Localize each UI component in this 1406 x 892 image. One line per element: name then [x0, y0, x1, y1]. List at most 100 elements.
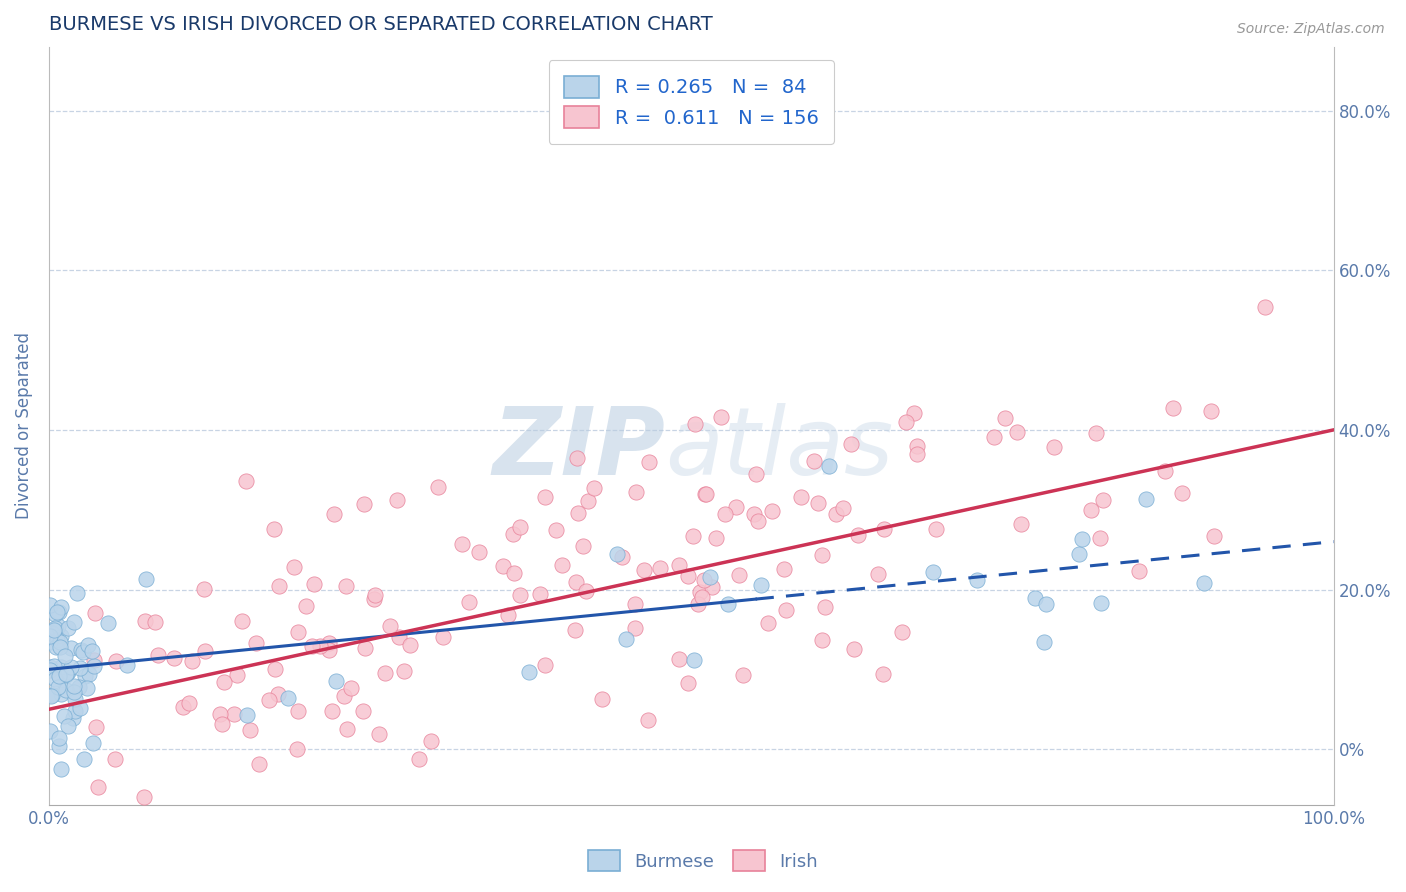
Point	[676, 675, 699, 690]
Point	[287, 625, 309, 640]
Point	[704, 532, 727, 546]
Point	[683, 417, 706, 431]
Point	[69, 701, 91, 715]
Point	[325, 673, 347, 688]
Point	[46, 680, 69, 694]
Point	[1033, 635, 1056, 649]
Point	[502, 526, 524, 541]
Point	[302, 577, 325, 591]
Point	[544, 523, 567, 537]
Point	[432, 630, 454, 644]
Point	[624, 621, 647, 635]
Point	[565, 451, 588, 466]
Point	[420, 734, 443, 748]
Point	[576, 494, 599, 508]
Point	[385, 493, 408, 508]
Point	[624, 484, 647, 499]
Point	[575, 584, 598, 599]
Point	[45, 640, 67, 654]
Point	[65, 691, 87, 706]
Point	[62, 711, 84, 725]
Point	[637, 713, 659, 727]
Point	[51, 629, 73, 643]
Point	[83, 658, 105, 673]
Point	[353, 641, 375, 656]
Point	[700, 580, 723, 594]
Point	[509, 588, 531, 602]
Point	[894, 415, 917, 429]
Point	[353, 497, 375, 511]
Point	[623, 597, 645, 611]
Point	[39, 689, 62, 703]
Point	[321, 704, 343, 718]
Point	[86, 780, 108, 794]
Point	[39, 663, 62, 677]
Legend: R = 0.265   N =  84, R =  0.611   N = 156: R = 0.265 N = 84, R = 0.611 N = 156	[548, 60, 834, 144]
Point	[146, 648, 169, 662]
Point	[668, 558, 690, 572]
Point	[803, 454, 825, 468]
Point	[180, 654, 202, 668]
Point	[285, 741, 308, 756]
Point	[247, 756, 270, 771]
Point	[529, 587, 551, 601]
Point	[62, 685, 84, 699]
Point	[55, 682, 77, 697]
Point	[231, 615, 253, 629]
Point	[966, 573, 988, 587]
Point	[163, 650, 186, 665]
Point	[1090, 532, 1112, 546]
Text: atlas: atlas	[665, 403, 894, 494]
Point	[80, 643, 103, 657]
Point	[60, 660, 83, 674]
Point	[614, 632, 637, 646]
Text: ZIP: ZIP	[492, 402, 665, 495]
Point	[267, 687, 290, 701]
Point	[633, 564, 655, 578]
Point	[333, 689, 356, 703]
Point	[72, 645, 94, 659]
Point	[699, 570, 721, 584]
Point	[890, 624, 912, 639]
Point	[905, 439, 928, 453]
Point	[318, 643, 340, 657]
Point	[398, 639, 420, 653]
Point	[308, 639, 330, 653]
Point	[668, 652, 690, 666]
Point	[1254, 300, 1277, 314]
Point	[742, 507, 765, 521]
Point	[83, 607, 105, 621]
Point	[583, 481, 606, 495]
Point	[567, 506, 589, 520]
Point	[49, 640, 72, 654]
Point	[682, 529, 704, 543]
Point	[38, 659, 60, 673]
Point	[82, 735, 104, 749]
Point	[49, 660, 72, 674]
Point	[606, 547, 628, 561]
Point	[509, 520, 531, 534]
Point	[427, 480, 450, 494]
Point	[39, 723, 62, 738]
Point	[773, 562, 796, 576]
Point	[591, 692, 613, 706]
Point	[294, 599, 316, 614]
Point	[903, 406, 925, 420]
Point	[269, 579, 291, 593]
Point	[245, 636, 267, 650]
Point	[517, 665, 540, 680]
Point	[1135, 492, 1157, 507]
Point	[56, 719, 79, 733]
Point	[1161, 401, 1184, 415]
Point	[194, 643, 217, 657]
Point	[44, 659, 66, 673]
Point	[610, 549, 633, 564]
Point	[392, 664, 415, 678]
Point	[44, 607, 66, 621]
Point	[1085, 425, 1108, 440]
Point	[761, 504, 783, 518]
Point	[49, 687, 72, 701]
Point	[714, 507, 737, 521]
Point	[103, 752, 125, 766]
Point	[238, 723, 260, 737]
